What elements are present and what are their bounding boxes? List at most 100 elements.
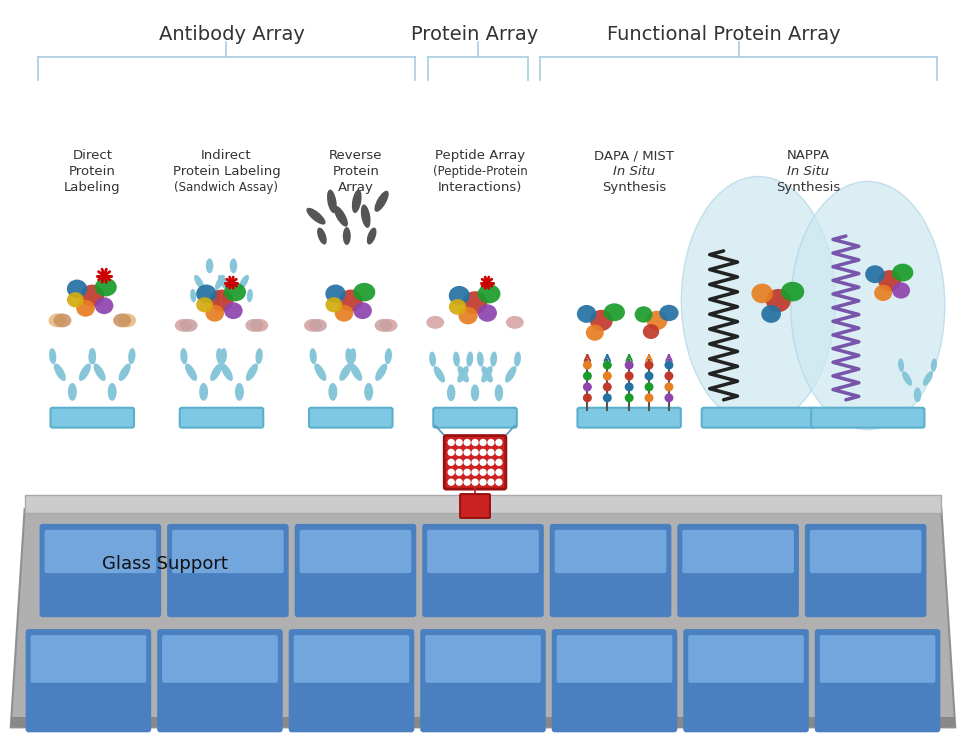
Ellipse shape <box>89 348 96 364</box>
Ellipse shape <box>196 284 216 303</box>
Circle shape <box>472 450 478 456</box>
Ellipse shape <box>250 319 269 332</box>
Circle shape <box>464 469 470 475</box>
Ellipse shape <box>349 348 356 364</box>
Circle shape <box>480 469 486 475</box>
Circle shape <box>665 382 673 391</box>
Circle shape <box>496 459 502 465</box>
Circle shape <box>480 450 486 456</box>
Ellipse shape <box>449 299 467 315</box>
Ellipse shape <box>181 348 187 364</box>
FancyBboxPatch shape <box>167 524 289 617</box>
FancyBboxPatch shape <box>444 435 506 489</box>
Circle shape <box>496 440 502 446</box>
Ellipse shape <box>449 286 469 305</box>
Ellipse shape <box>247 289 253 302</box>
Ellipse shape <box>119 364 130 381</box>
Ellipse shape <box>752 283 773 303</box>
Ellipse shape <box>467 352 473 367</box>
Ellipse shape <box>367 227 377 245</box>
Ellipse shape <box>791 182 945 429</box>
Ellipse shape <box>354 283 375 301</box>
Ellipse shape <box>214 289 220 302</box>
FancyBboxPatch shape <box>554 530 667 573</box>
Circle shape <box>480 459 486 465</box>
Ellipse shape <box>490 352 497 367</box>
FancyBboxPatch shape <box>425 635 541 683</box>
Circle shape <box>625 372 634 381</box>
FancyBboxPatch shape <box>50 408 134 428</box>
Polygon shape <box>25 495 941 513</box>
FancyBboxPatch shape <box>172 530 284 573</box>
Ellipse shape <box>681 177 836 425</box>
FancyBboxPatch shape <box>157 629 283 732</box>
Ellipse shape <box>326 297 342 313</box>
FancyBboxPatch shape <box>683 629 809 732</box>
FancyBboxPatch shape <box>677 524 799 617</box>
Circle shape <box>448 450 454 456</box>
Ellipse shape <box>89 348 96 364</box>
Ellipse shape <box>761 305 781 323</box>
Ellipse shape <box>470 384 479 401</box>
Ellipse shape <box>892 282 910 298</box>
Ellipse shape <box>185 364 197 381</box>
Ellipse shape <box>113 313 131 328</box>
Circle shape <box>448 459 454 465</box>
Ellipse shape <box>339 289 362 311</box>
Ellipse shape <box>175 319 192 332</box>
Ellipse shape <box>199 383 208 401</box>
Circle shape <box>496 479 502 485</box>
Circle shape <box>472 459 478 465</box>
Text: Protein: Protein <box>332 165 380 178</box>
Circle shape <box>665 372 673 381</box>
Text: Synthesis: Synthesis <box>776 181 840 194</box>
Circle shape <box>625 393 634 402</box>
FancyBboxPatch shape <box>309 408 392 428</box>
Circle shape <box>464 450 470 456</box>
Polygon shape <box>11 717 955 727</box>
Ellipse shape <box>54 364 66 381</box>
Ellipse shape <box>902 371 912 386</box>
Ellipse shape <box>781 282 805 301</box>
Text: Protein: Protein <box>69 165 116 178</box>
Ellipse shape <box>67 280 87 298</box>
Ellipse shape <box>931 358 937 372</box>
Ellipse shape <box>384 348 392 364</box>
Ellipse shape <box>577 305 596 323</box>
Ellipse shape <box>68 383 77 401</box>
FancyBboxPatch shape <box>40 524 161 617</box>
Circle shape <box>488 440 494 446</box>
Circle shape <box>480 440 486 446</box>
Circle shape <box>488 479 494 485</box>
Circle shape <box>448 479 454 485</box>
Ellipse shape <box>334 304 354 322</box>
Ellipse shape <box>210 289 234 311</box>
FancyBboxPatch shape <box>820 635 935 683</box>
FancyBboxPatch shape <box>688 635 804 683</box>
Ellipse shape <box>327 189 337 213</box>
Ellipse shape <box>604 303 625 321</box>
Circle shape <box>488 459 494 465</box>
FancyBboxPatch shape <box>682 530 794 573</box>
Circle shape <box>582 393 592 402</box>
Ellipse shape <box>380 319 397 332</box>
Ellipse shape <box>453 352 460 367</box>
Circle shape <box>644 361 654 370</box>
FancyBboxPatch shape <box>422 524 544 617</box>
FancyBboxPatch shape <box>556 635 672 683</box>
Ellipse shape <box>866 266 885 283</box>
Ellipse shape <box>79 364 91 381</box>
Ellipse shape <box>194 275 204 289</box>
Ellipse shape <box>219 348 227 364</box>
Ellipse shape <box>495 384 503 401</box>
Circle shape <box>456 459 462 465</box>
Ellipse shape <box>898 358 904 372</box>
Ellipse shape <box>375 319 392 332</box>
Circle shape <box>644 372 654 381</box>
FancyBboxPatch shape <box>162 635 278 683</box>
FancyBboxPatch shape <box>814 629 940 732</box>
Text: In Situ: In Situ <box>613 165 655 178</box>
FancyBboxPatch shape <box>26 629 152 732</box>
FancyBboxPatch shape <box>550 524 671 617</box>
FancyBboxPatch shape <box>295 524 416 617</box>
